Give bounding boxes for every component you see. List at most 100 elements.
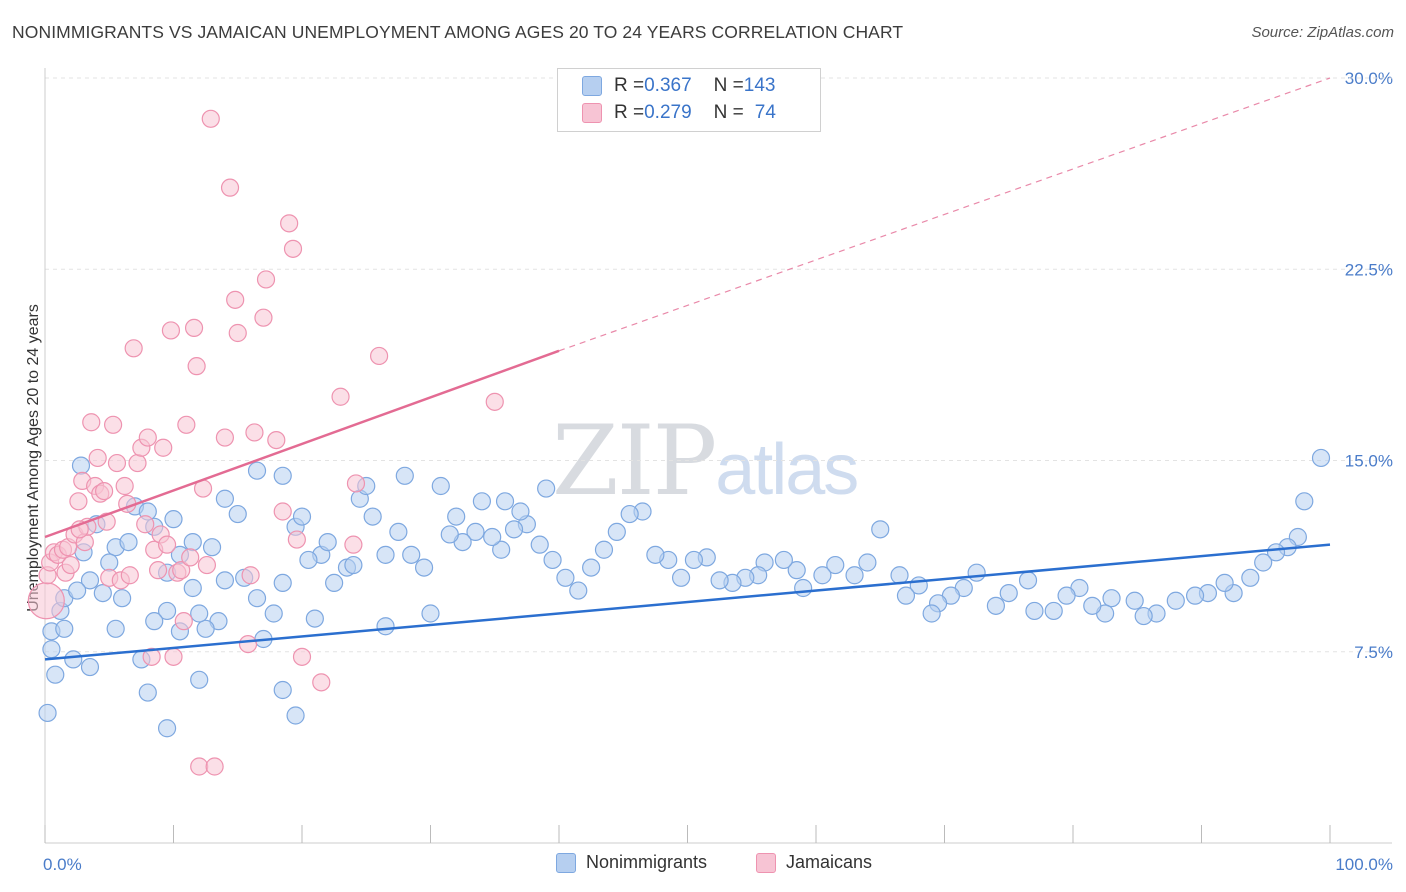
watermark-atlas: atlas [715, 430, 859, 510]
jamaicans-point [27, 582, 65, 620]
nonimmigrants-point [620, 504, 639, 524]
jamaicans-point [241, 566, 260, 585]
nonimmigrants-point [273, 573, 292, 593]
jamaicans-point [69, 492, 88, 511]
nonimmigrants-point [466, 522, 485, 542]
jamaicans-point [142, 647, 161, 666]
nonimmigrants-point [1102, 589, 1121, 608]
correlation-legend: R = 0.367 N = 143 R = 0.279 N = 74 [557, 68, 821, 132]
nonimmigrants-point [607, 522, 626, 542]
jamaicans-trendline [44, 349, 560, 539]
jamaicans-point [104, 415, 123, 434]
jamaicans-point [331, 387, 350, 406]
jamaicans-point [256, 270, 276, 289]
jamaicans-swatch [582, 103, 602, 123]
nonimmigrants-point [556, 568, 575, 587]
jamaicans-point [82, 413, 101, 432]
nonimmigrants-point [710, 571, 729, 590]
nonimmigrants-point [1241, 568, 1260, 587]
y-tick-label: 7.5% [1354, 643, 1393, 662]
nonimmigrants-point [363, 507, 382, 526]
nonimmigrants-point [138, 683, 157, 702]
x-tick-label: 100.0% [1335, 855, 1393, 874]
nonimmigrants-point [145, 612, 164, 631]
nonimmigrants-point [582, 558, 601, 577]
jamaicans-point [254, 308, 273, 327]
nonimmigrants-point [100, 553, 119, 572]
jamaicans-point [88, 448, 107, 468]
series-legend-nonimmigrants[interactable]: Nonimmigrants [556, 852, 707, 873]
x-tick-label: 0.0% [43, 855, 82, 874]
nonimmigrants-point [318, 532, 337, 552]
nonimmigrants-point [164, 510, 183, 529]
nonimmigrants-point [495, 492, 515, 511]
nonimmigrants-point [1166, 591, 1185, 610]
nonimmigrants-point [845, 566, 864, 585]
nonimmigrants-point [264, 604, 283, 623]
nonimmigrants-point [1215, 573, 1234, 593]
nonimmigrants-point [492, 540, 511, 559]
jamaicans-point [287, 530, 306, 549]
jamaicans-r-label: R = [614, 102, 645, 123]
jamaicans-point [201, 109, 220, 128]
jamaicans-point [148, 561, 168, 580]
nonimmigrants-swatch [582, 76, 602, 96]
nonimmigrants-point [395, 466, 414, 485]
nonimmigrants-point [813, 566, 832, 585]
jamaicans-point [283, 239, 303, 258]
nonimmigrants-point [273, 680, 292, 700]
jamaicans-point [346, 474, 366, 493]
nonimmigrants-point [472, 492, 491, 511]
jamaicans-point [177, 415, 196, 434]
jamaicans-point [215, 428, 234, 447]
nonimmigrants-point [414, 558, 434, 577]
jamaicans-point [107, 453, 127, 473]
nonimmigrants-point [376, 545, 395, 564]
nonimmigrants-r-label: R = [614, 75, 645, 96]
nonimmigrants-point [228, 504, 247, 524]
watermark-zip: ZIP [552, 405, 717, 517]
nonimmigrants-point [483, 527, 502, 547]
nonimmigrants-point [1025, 601, 1044, 621]
nonimmigrants-point [80, 571, 100, 590]
series-legend-jamaicans[interactable]: Jamaicans [756, 852, 872, 873]
nonimmigrants-point [389, 522, 408, 542]
nonimmigrants-point [684, 550, 704, 570]
series-legend: Nonimmigrants Jamaicans [0, 852, 1406, 876]
nonimmigrants-n-value: 143 [743, 75, 776, 96]
jamaicans-point [220, 178, 240, 197]
nonimmigrants-point [1311, 448, 1331, 468]
nonimmigrants-point [1134, 606, 1153, 626]
nonimmigrants-point [157, 719, 177, 738]
nonimmigrants-point [896, 586, 916, 605]
nonimmigrants-point [46, 665, 65, 684]
jamaicans-point [184, 318, 204, 337]
jamaicans-point [61, 555, 80, 575]
nonimmigrants-n-label: N = [713, 75, 744, 96]
jamaicans-point [138, 428, 157, 447]
nonimmigrants-point [421, 604, 440, 623]
jamaicans-point [190, 757, 209, 776]
nonimmigrants-point [1044, 601, 1063, 621]
nonimmigrants-point [402, 545, 421, 564]
nonimmigrants-point [292, 507, 312, 526]
nonimmigrants-point [71, 456, 91, 475]
jamaicans-point [344, 535, 363, 554]
nonimmigrants-point [537, 479, 556, 498]
nonimmigrants-point [504, 520, 524, 539]
nonimmigrants-point [1057, 586, 1076, 605]
jamaicans-legend-swatch [756, 852, 776, 873]
nonimmigrants-point [183, 578, 202, 598]
nonimmigrants-point [594, 540, 614, 559]
nonimmigrants-legend-label: Nonimmigrants [586, 852, 708, 872]
nonimmigrants-point [1254, 553, 1273, 572]
nonimmigrants-point [671, 568, 691, 587]
jamaicans-point [120, 566, 139, 585]
nonimmigrants-point [93, 583, 112, 603]
nonimmigrants-point [440, 525, 459, 544]
nonimmigrants-point [247, 461, 267, 480]
y-tick-label: 22.5% [1345, 260, 1393, 279]
nonimmigrants-point [447, 507, 466, 526]
nonimmigrants-point [1083, 596, 1102, 615]
jamaicans-point [124, 339, 143, 358]
